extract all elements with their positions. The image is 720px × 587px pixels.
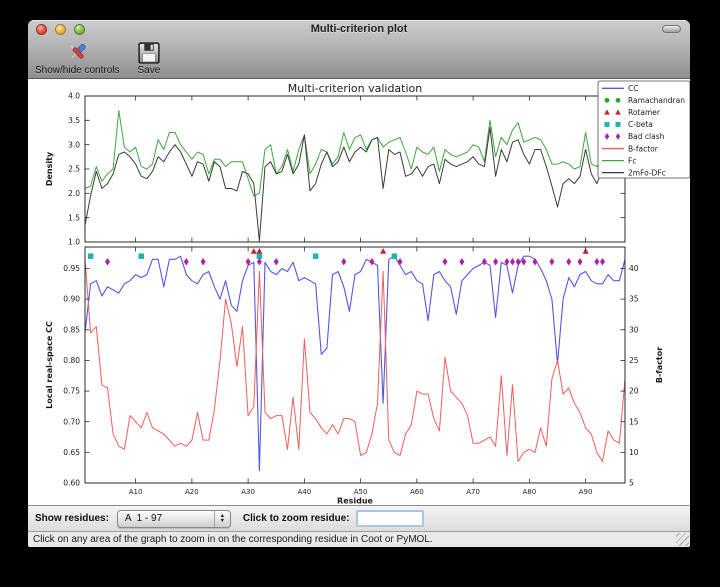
zoom-residue-label: Click to zoom residue:: [242, 513, 350, 524]
series-Fc: [84, 110, 626, 197]
minimize-button[interactable]: [55, 24, 66, 35]
title-bar[interactable]: Multi-criterion plot: [28, 20, 690, 39]
markers-Bad clash: [105, 257, 605, 266]
svg-text:A40: A40: [298, 488, 312, 496]
series-B-factor: [84, 259, 626, 462]
show-hide-controls-button[interactable]: Show/hide controls: [35, 40, 120, 76]
svg-text:A20: A20: [185, 488, 199, 496]
svg-text:1.0: 1.0: [68, 238, 80, 247]
save-icon: [138, 42, 160, 64]
svg-text:0.70: 0.70: [63, 417, 80, 426]
bottom-plot: 0.60 0.65 0.70 0.75 0.80 0.85 0.90 0.95 5 10 15 20 2…: [45, 246, 664, 506]
status-bar: Click on any area of the graph to zoom i…: [28, 531, 690, 547]
svg-text:10: 10: [629, 448, 639, 457]
svg-text:Multi-criterion validation: Multi-criterion validation: [288, 82, 423, 95]
svg-text:2.5: 2.5: [68, 165, 80, 174]
show-residues-label: Show residues:: [35, 513, 109, 524]
svg-text:0.80: 0.80: [63, 356, 80, 365]
window-chrome: Multi-criterion plot Show/hide controls: [28, 20, 690, 79]
chart-legend: CC Ramachandran Rotamer C-beta Bad clash B-fa…: [597, 80, 690, 179]
save-button[interactable]: Save: [137, 40, 161, 76]
status-text: Click on any area of the graph to zoom i…: [33, 534, 433, 545]
svg-text:A10: A10: [129, 488, 143, 496]
popup-stepper-icon: ▲ ▼: [213, 510, 230, 527]
residue-range-select[interactable]: A 1 - 97 ▲ ▼: [116, 509, 231, 528]
svg-text:1.5: 1.5: [68, 213, 80, 222]
multi-criterion-chart[interactable]: 1.0 1.5 2.0 2.5 3.0 3.5 4.0 Multi-criterion val…: [28, 79, 690, 506]
svg-text:A60: A60: [410, 488, 424, 496]
svg-text:Density: Density: [45, 151, 54, 186]
markers-C-beta: [87, 253, 398, 259]
svg-text:15: 15: [629, 417, 639, 426]
plot-figure: 1.0 1.5 2.0 2.5 3.0 3.5 4.0 Multi-criterion val…: [28, 79, 690, 506]
svg-text:3.0: 3.0: [68, 140, 80, 149]
svg-text:25: 25: [629, 356, 639, 365]
svg-text:A50: A50: [354, 488, 368, 496]
svg-text:B-factor: B-factor: [655, 347, 664, 383]
close-button[interactable]: [36, 24, 47, 35]
svg-text:Ramachandran: Ramachandran: [628, 96, 685, 105]
svg-text:0.75: 0.75: [63, 387, 80, 396]
svg-text:Fc: Fc: [628, 156, 636, 165]
svg-text:2.0: 2.0: [68, 189, 80, 198]
svg-text:A30: A30: [241, 488, 255, 496]
maximize-button[interactable]: [74, 24, 85, 35]
svg-text:0.95: 0.95: [63, 264, 80, 273]
svg-text:Rotamer: Rotamer: [628, 108, 661, 117]
residue-range-value: A 1 - 97: [124, 512, 163, 524]
top-plot: 1.0 1.5 2.0 2.5 3.0 3.5 4.0 Multi-criterion val…: [45, 82, 626, 247]
resize-grip[interactable]: [676, 533, 689, 546]
svg-text:C-beta: C-beta: [628, 120, 653, 129]
svg-text:CC: CC: [628, 84, 638, 93]
toolbar: Show/hide controls Save: [28, 39, 690, 79]
controls-bar: Show residues: A 1 - 97 ▲ ▼ Click to zoom…: [28, 505, 690, 531]
markers-Rotamer: [250, 247, 589, 254]
tools-icon: [69, 43, 86, 59]
svg-text:0.60: 0.60: [63, 479, 80, 488]
svg-text:Local real-space CC: Local real-space CC: [45, 321, 54, 409]
svg-text:0.65: 0.65: [63, 448, 80, 457]
svg-text:40: 40: [629, 264, 639, 273]
svg-text:20: 20: [629, 387, 639, 396]
multi-criterion-plot-window: Multi-criterion plot Show/hide controls: [28, 20, 690, 547]
svg-text:A90: A90: [579, 488, 593, 496]
svg-text:A70: A70: [466, 488, 480, 496]
svg-text:0.90: 0.90: [63, 295, 80, 304]
svg-text:Residue: Residue: [337, 497, 374, 506]
svg-text:30: 30: [629, 325, 639, 334]
svg-text:B-factor: B-factor: [628, 144, 659, 153]
svg-text:0.85: 0.85: [63, 325, 80, 334]
window-title: Multi-criterion plot: [310, 23, 408, 35]
zoom-residue-input[interactable]: [355, 510, 424, 527]
save-label: Save: [137, 65, 161, 76]
svg-text:A80: A80: [523, 488, 537, 496]
svg-text:4.0: 4.0: [68, 92, 80, 101]
toolbar-toggle-button[interactable]: [662, 25, 681, 33]
svg-text:2mFo-DFc: 2mFo-DFc: [628, 168, 666, 177]
traffic-lights: [36, 24, 85, 35]
svg-text:5: 5: [629, 479, 634, 488]
svg-text:Bad clash: Bad clash: [628, 132, 665, 141]
series-2mFo-DFc: [84, 127, 625, 242]
svg-text:3.5: 3.5: [68, 116, 80, 125]
svg-text:35: 35: [629, 295, 639, 304]
show-hide-controls-label: Show/hide controls: [35, 65, 120, 76]
